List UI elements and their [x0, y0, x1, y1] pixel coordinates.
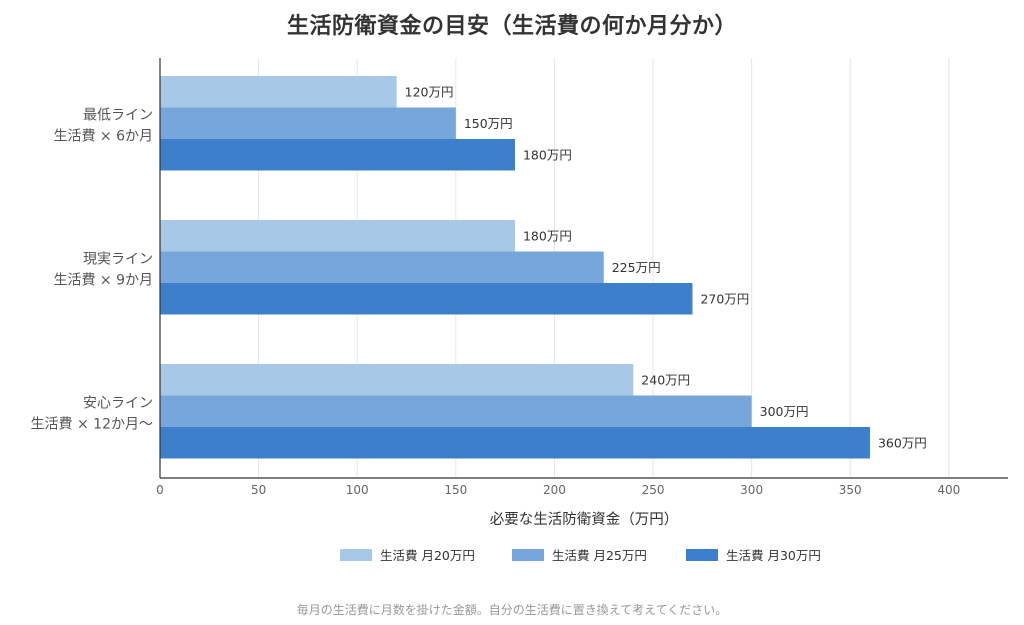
category-label: 生活費 × 9か月: [53, 272, 153, 288]
chart-title: 生活防衛資金の目安（生活費の何か月分か）: [286, 14, 737, 39]
category-label: 最低ライン: [83, 107, 153, 123]
x-tick-label: 150: [444, 483, 467, 497]
legend-swatch: [512, 549, 544, 561]
axes: [159, 58, 1008, 479]
bar: [160, 76, 397, 108]
bar: [160, 427, 870, 459]
bar: [160, 395, 752, 427]
x-tick-label: 350: [839, 483, 862, 497]
bars: [160, 76, 870, 459]
x-tick-label: 50: [251, 483, 266, 497]
legend-label: 生活費 月20万円: [380, 548, 475, 563]
legend-swatch: [340, 549, 372, 561]
x-tick-label: 300: [740, 483, 763, 497]
data-label: 300万円: [760, 404, 809, 419]
data-label: 225万円: [612, 260, 661, 275]
bar: [160, 364, 634, 396]
footnote: 毎月の生活費に月数を掛けた金額。自分の生活費に置き換えて考えてください。: [296, 603, 728, 617]
x-tick-label: 100: [346, 483, 369, 497]
legend-swatch: [686, 549, 718, 561]
legend: 生活費 月20万円 生活費 月25万円 生活費 月30万円: [340, 548, 821, 563]
legend-label: 生活費 月25万円: [552, 548, 647, 563]
category-label: 生活費 × 6か月: [53, 128, 153, 144]
data-label: 150万円: [464, 116, 513, 131]
bar: [160, 220, 515, 252]
x-tick-label: 250: [642, 483, 665, 497]
x-axis-title: 必要な生活防衛資金（万円）: [490, 511, 679, 528]
data-label: 270万円: [700, 291, 749, 306]
category-label: 安心ライン: [83, 395, 153, 411]
x-tick-label: 200: [543, 483, 566, 497]
labels: 0 50 100 150 200 250 300 350 400 120万円 180万円 240万円 1…: [31, 84, 961, 497]
bar: [160, 251, 604, 283]
data-label: 180万円: [523, 147, 572, 162]
bar: [160, 107, 456, 139]
x-tick-label: 0: [156, 483, 164, 497]
data-label: 240万円: [641, 372, 690, 387]
bar: [160, 139, 515, 171]
category-label: 生活費 × 12か月〜: [31, 416, 153, 432]
legend-label: 生活費 月30万円: [726, 548, 821, 563]
bar: [160, 283, 693, 315]
x-tick-label: 400: [937, 483, 960, 497]
data-label: 180万円: [523, 228, 572, 243]
data-label: 360万円: [878, 435, 927, 450]
category-label: 現実ライン: [83, 251, 153, 267]
data-label: 120万円: [405, 84, 454, 99]
